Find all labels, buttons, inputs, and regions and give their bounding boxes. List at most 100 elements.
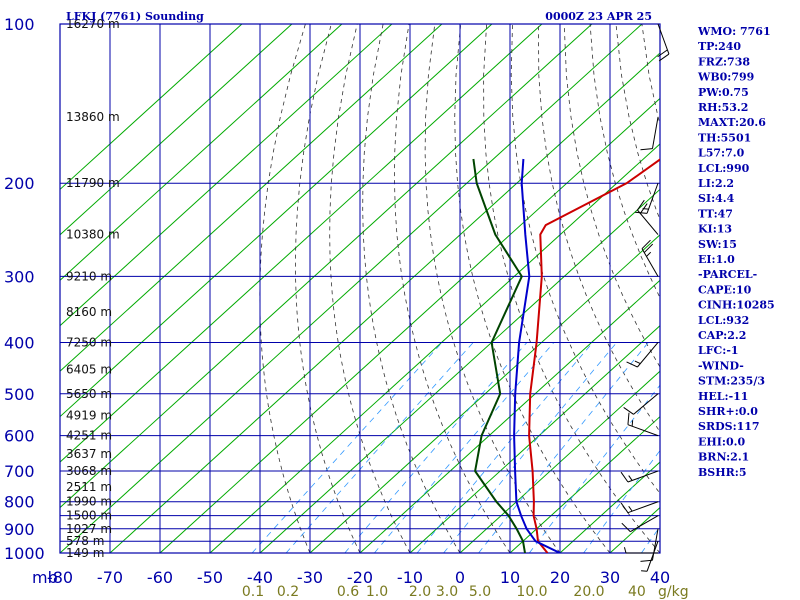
stability-index: LCL:990 [698,162,750,175]
height-label: 1027 m [66,522,112,536]
station-title: LFKJ (7761) Sounding [66,10,204,23]
parcel-profile-line [513,158,561,553]
wind-barb-flag [628,505,633,512]
wind-barb-flag [626,361,638,368]
mixing-ratio-tick-label: 0.2 [277,584,299,600]
isotherm-lines [60,24,660,553]
height-label: 16270 m [66,17,120,31]
height-label: 13860 m [66,110,120,124]
height-label: 4251 m [66,429,112,443]
isotherm-line [409,325,660,553]
temperature-profile-line [528,158,660,553]
temperature-tick-label: 0 [455,568,465,587]
stability-index: LCL:932 [698,314,749,327]
isotherm-line [359,279,660,553]
pressure-tick-label: 300 [4,267,35,286]
dry-adiabat-line [259,24,311,553]
height-label: 3637 m [66,447,112,461]
wind-barb [651,528,659,561]
mixing-ratio-tick-label: 0.1 [242,584,264,600]
stability-index: WMO: 7761 [697,25,771,38]
isotherm-line [60,24,393,327]
wind-barb-flag [628,475,633,481]
dry-adiabat-line [771,24,800,553]
profile-series [472,158,660,553]
dry-adiabat-line [454,24,611,553]
wind-barb-flag [640,559,653,562]
wind-barb [641,248,659,277]
mixing-ratio-unit-label: g/kg [658,584,689,600]
stability-index: KI:13 [698,223,732,236]
isotherm-line [60,24,493,418]
dry-adiabat-line [394,24,511,553]
wind-barb [637,209,659,235]
temperature-tick-label: 40 [650,568,670,587]
wind-barb-flag [627,412,630,425]
wind-barb-flag [631,420,634,427]
mixing-ratio-tick-label: 40 [628,584,646,600]
temperature-tick-label: -30 [297,568,323,587]
stability-index: SRDS:117 [698,420,760,433]
mixing-ratio-tick-label: 20.0 [573,584,604,600]
stability-index: SHR+:0.0 [698,405,758,418]
isotherm-line [60,24,343,281]
pressure-tick-label: 900 [4,520,35,539]
pressure-tick-label: 800 [4,493,35,512]
stability-index: STM:235/3 [698,375,765,388]
wind-barb [627,501,659,514]
stability-index: TH:5501 [698,131,751,144]
stability-index: L57:7.0 [698,147,745,160]
stability-index: WB0:799 [697,71,754,84]
temperature-tick-label: -50 [197,568,223,587]
height-label: 2511 m [66,480,112,494]
isotherm-line [459,370,660,553]
wind-barb-flag [621,522,631,533]
pressure-tick-label: 500 [4,385,35,404]
dewpoint-profile-line [472,158,526,553]
wind-barb [637,342,659,368]
wind-barb-flag [646,251,652,257]
isotherm-line [60,24,543,463]
mixing-ratio-tick-label: 10.0 [516,584,547,600]
wind-barb-flag [623,547,627,554]
pressure-tick-label: 600 [4,427,35,446]
stability-index: -PARCEL- [698,268,757,281]
wind-barb-flag [635,211,648,214]
stability-index: LFC:-1 [698,344,739,357]
wind-barb-flag [658,53,670,62]
temperature-tick-label: -80 [47,568,73,587]
mixing-ratio-line [416,342,594,553]
height-label: 11790 m [66,176,120,190]
valid-time: 0000Z 23 APR 25 [545,10,652,23]
mixing-ratio-tick-label: 3.0 [436,584,458,600]
isotherm-line [259,188,660,553]
stability-index: MAXT:20.6 [698,116,766,129]
isotherm-line [559,461,660,553]
pressure-tick-label: 100 [4,15,35,34]
isotherm-line [60,24,243,191]
temperature-tick-label: -60 [147,568,173,587]
height-label: 6405 m [66,363,112,377]
pressure-tick-label: 400 [4,333,35,352]
height-label: 1990 m [66,495,112,509]
mixing-ratio-tick-label: 1.0 [366,584,388,600]
wind-barb-flag [634,360,641,365]
dry-adiabat-line [538,24,660,433]
isotherm-line [60,24,293,236]
stability-index: TP:240 [698,40,741,53]
height-label: 578 m [66,534,104,548]
mixing-ratio-tick-label: 2.0 [409,584,431,600]
dry-adiabat-line [483,24,660,553]
mixing-ratio-tick-label: 5.0 [469,584,491,600]
wind-barb-flag [623,407,634,415]
isotherm-line [509,415,660,553]
height-label: 10380 m [66,228,120,242]
isotherm-line [60,24,593,509]
wind-barb [657,23,670,55]
temperature-tick-label: -70 [97,568,123,587]
stability-index: SI:4.4 [698,192,735,205]
wind-barb-flag [643,243,654,253]
height-label: 1500 m [66,509,112,523]
pressure-tick-label: 200 [4,174,35,193]
